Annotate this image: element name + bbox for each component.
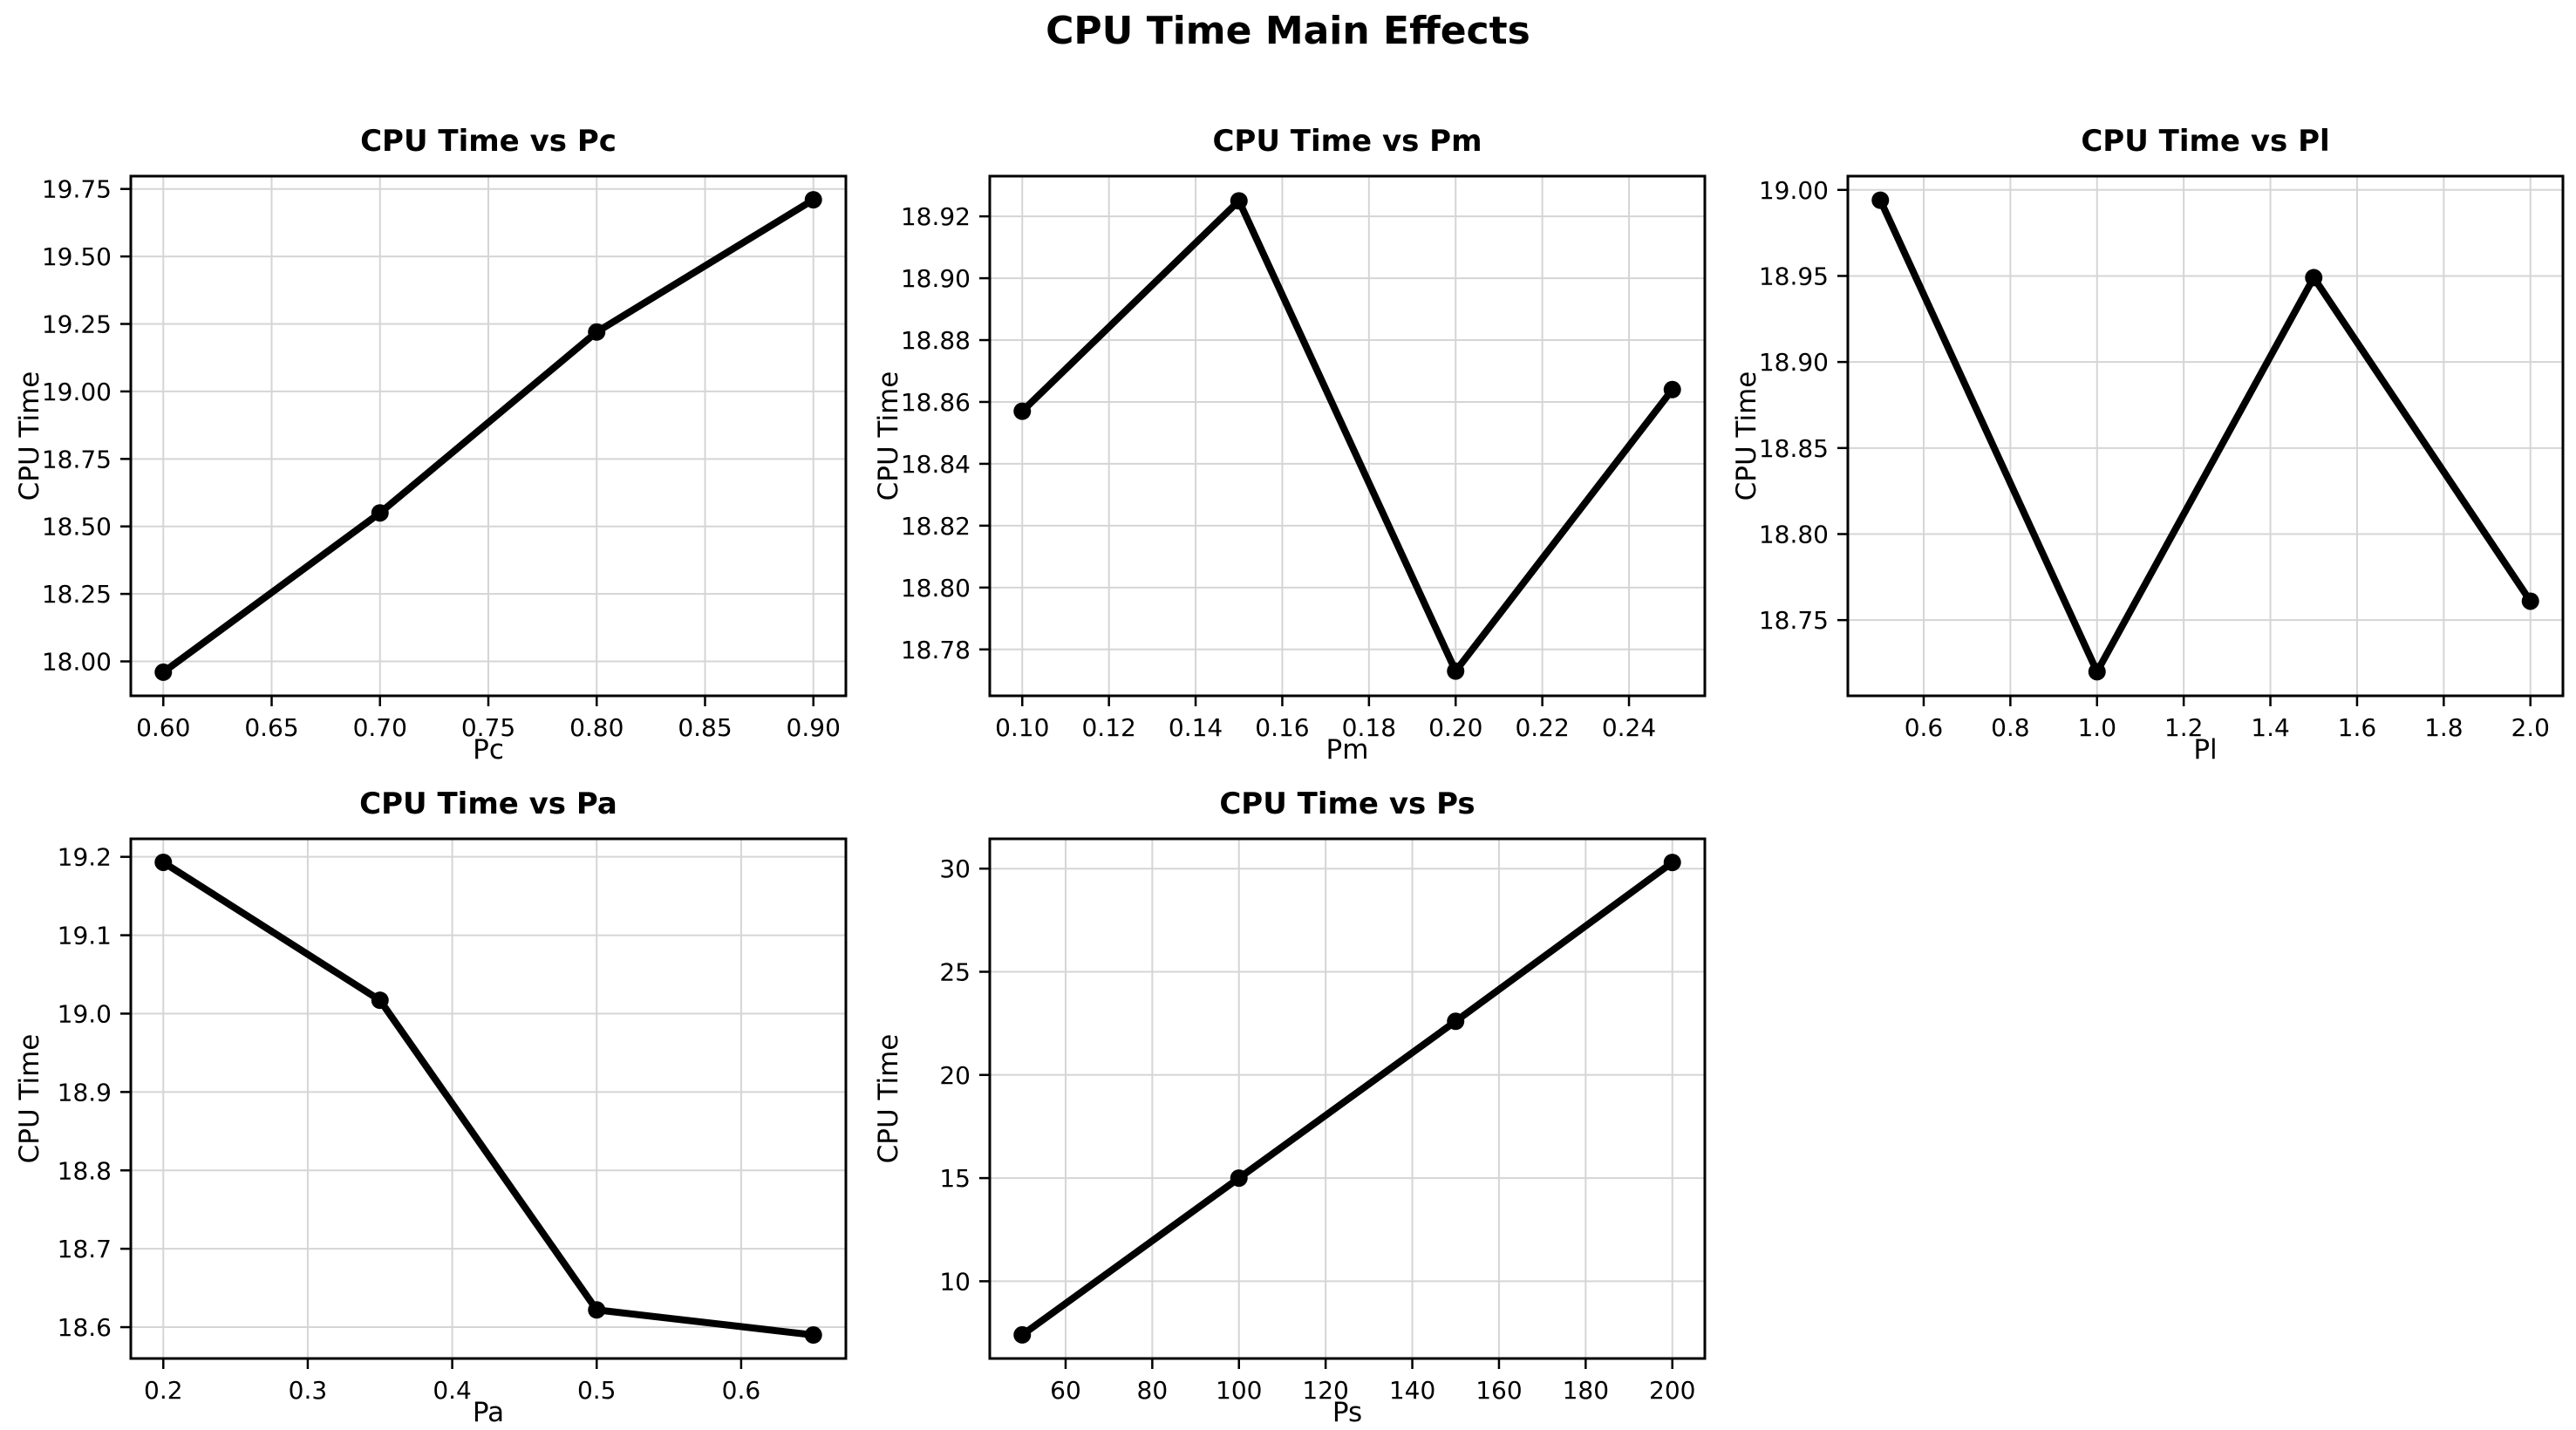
svg-text:0.22: 0.22 [1515, 713, 1569, 742]
svg-text:18.85: 18.85 [1759, 434, 1829, 463]
svg-text:18.00: 18.00 [42, 648, 112, 677]
svg-text:18.75: 18.75 [42, 445, 112, 473]
svg-text:0.4: 0.4 [433, 1376, 472, 1405]
svg-text:18.25: 18.25 [42, 580, 112, 609]
svg-text:2.0: 2.0 [2511, 713, 2550, 742]
svg-text:0.75: 0.75 [461, 713, 515, 742]
x-axis-label: Pa [472, 1397, 505, 1428]
svg-text:200: 200 [1649, 1376, 1695, 1405]
svg-text:120: 120 [1302, 1376, 1348, 1405]
y-axis-label: CPU Time [873, 371, 904, 501]
svg-text:0.6: 0.6 [722, 1376, 761, 1405]
svg-text:19.00: 19.00 [42, 378, 112, 406]
y-axis-label: CPU Time [14, 371, 45, 501]
x-axis-label: Ps [1332, 1397, 1363, 1428]
svg-text:0.2: 0.2 [144, 1376, 183, 1405]
svg-text:18.92: 18.92 [901, 202, 971, 231]
plot-area-ps: 60 80 100 120 140 160 180 200 10 15 20 25 30 [939, 837, 1707, 1405]
svg-text:18.88: 18.88 [901, 326, 971, 355]
svg-text:19.00: 19.00 [1759, 176, 1829, 205]
plot-area-pl: 0.6 0.8 1.0 1.2 1.4 1.6 1.8 2.0 18.75 18.80 18.85 1… [1759, 174, 2565, 742]
subplot-cpu-time-vs-pc: 0.60 0.65 0.70 0.75 0.80 0.85 0.90 18.00 18.25 18… [0, 92, 859, 767]
svg-text:19.1: 19.1 [58, 922, 112, 950]
svg-text:18.80: 18.80 [901, 574, 971, 603]
svg-text:1.0: 1.0 [2077, 713, 2116, 742]
svg-text:80: 80 [1137, 1376, 1169, 1405]
svg-text:0.70: 0.70 [353, 713, 407, 742]
svg-text:0.16: 0.16 [1255, 713, 1309, 742]
svg-text:18.86: 18.86 [901, 388, 971, 417]
svg-text:19.2: 19.2 [58, 843, 112, 872]
svg-text:140: 140 [1389, 1376, 1435, 1405]
svg-text:18.8: 18.8 [58, 1156, 112, 1185]
y-axis-label: CPU Time [873, 1033, 904, 1164]
subplot-title: CPU Time vs Pc [360, 124, 617, 159]
svg-text:1.6: 1.6 [2338, 713, 2377, 742]
svg-text:0.20: 0.20 [1428, 713, 1482, 742]
y-axis-label: CPU Time [1731, 371, 1762, 501]
svg-text:18.78: 18.78 [901, 636, 971, 664]
subplot-title: CPU Time vs Pl [2081, 124, 2330, 159]
x-axis-label: Pc [473, 734, 504, 766]
svg-text:0.24: 0.24 [1602, 713, 1656, 742]
subplot-cpu-time-vs-ps: 60 80 100 120 140 160 180 200 10 15 20 25 30 CPU Tim… [859, 755, 1718, 1430]
svg-text:1.8: 1.8 [2424, 713, 2464, 742]
svg-text:0.3: 0.3 [289, 1376, 328, 1405]
svg-text:0.6: 0.6 [1905, 713, 1944, 742]
svg-text:0.14: 0.14 [1169, 713, 1223, 742]
svg-text:25: 25 [939, 957, 971, 986]
x-axis-label: Pm [1325, 734, 1369, 766]
svg-text:0.8: 0.8 [1991, 713, 2030, 742]
svg-text:19.0: 19.0 [58, 999, 112, 1028]
svg-text:19.75: 19.75 [42, 175, 112, 204]
svg-text:18.7: 18.7 [58, 1235, 112, 1263]
svg-text:0.5: 0.5 [577, 1376, 617, 1405]
svg-text:18.50: 18.50 [42, 513, 112, 541]
y-axis-label: CPU Time [14, 1033, 45, 1164]
subplot-title: CPU Time vs Pa [359, 786, 617, 821]
svg-text:0.18: 0.18 [1342, 713, 1396, 742]
subplot-title: CPU Time vs Ps [1219, 786, 1475, 821]
svg-text:19.25: 19.25 [42, 310, 112, 339]
svg-text:0.65: 0.65 [244, 713, 298, 742]
svg-text:0.12: 0.12 [1081, 713, 1135, 742]
svg-text:15: 15 [939, 1164, 971, 1193]
plot-area-pa: 0.2 0.3 0.4 0.5 0.6 18.6 18.7 18.8 18.9 19.0 19.1 1… [58, 837, 848, 1405]
x-axis-label: Pl [2193, 734, 2218, 766]
subplot-title: CPU Time vs Pm [1212, 124, 1482, 159]
svg-text:0.10: 0.10 [995, 713, 1049, 742]
plot-area-pc: 0.60 0.65 0.70 0.75 0.80 0.85 0.90 18.00 18.25 18… [42, 174, 848, 742]
svg-text:18.6: 18.6 [58, 1313, 112, 1342]
svg-text:10: 10 [939, 1267, 971, 1296]
svg-text:19.50: 19.50 [42, 242, 112, 271]
svg-text:18.9: 18.9 [58, 1078, 112, 1107]
figure-suptitle: CPU Time Main Effects [1046, 9, 1530, 53]
svg-text:60: 60 [1050, 1376, 1081, 1405]
svg-text:18.84: 18.84 [901, 450, 971, 479]
plot-area-pm: 0.10 0.12 0.14 0.16 0.18 0.20 0.22 0.24 18.78 18.… [901, 174, 1707, 742]
svg-text:1.2: 1.2 [2164, 713, 2204, 742]
subplot-cpu-time-vs-pa: 0.2 0.3 0.4 0.5 0.6 18.6 18.7 18.8 18.9 19.0 19.1 1… [0, 755, 859, 1430]
svg-text:18.90: 18.90 [1759, 348, 1829, 377]
svg-text:160: 160 [1475, 1376, 1522, 1405]
svg-text:18.82: 18.82 [901, 512, 971, 541]
svg-text:0.85: 0.85 [678, 713, 732, 742]
svg-text:0.60: 0.60 [136, 713, 190, 742]
svg-text:0.80: 0.80 [569, 713, 624, 742]
svg-text:100: 100 [1216, 1376, 1262, 1405]
svg-text:0.90: 0.90 [787, 713, 841, 742]
subplot-cpu-time-vs-pm: 0.10 0.12 0.14 0.16 0.18 0.20 0.22 0.24 18.78 18.… [859, 92, 1718, 767]
svg-text:20: 20 [939, 1061, 971, 1090]
svg-text:18.90: 18.90 [901, 264, 971, 293]
svg-text:18.80: 18.80 [1759, 520, 1829, 548]
svg-text:180: 180 [1563, 1376, 1609, 1405]
svg-text:1.4: 1.4 [2251, 713, 2290, 742]
svg-text:18.95: 18.95 [1759, 262, 1829, 290]
svg-text:30: 30 [939, 855, 971, 883]
subplot-cpu-time-vs-pl: 0.6 0.8 1.0 1.2 1.4 1.6 1.8 2.0 18.75 18.80 18.85 1… [1717, 92, 2576, 767]
svg-text:18.75: 18.75 [1759, 606, 1829, 635]
